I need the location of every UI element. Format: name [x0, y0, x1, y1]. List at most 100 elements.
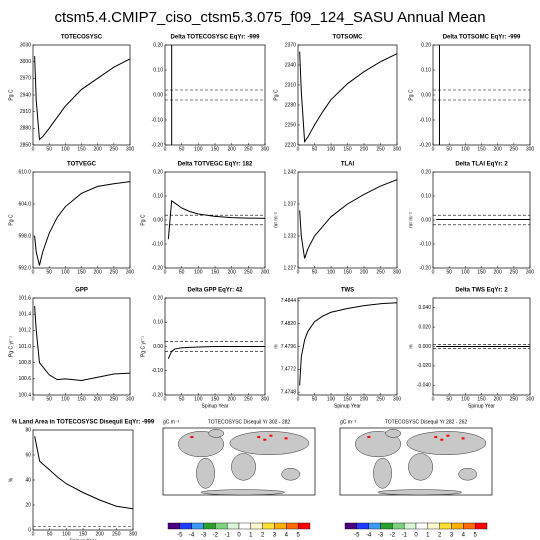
land: [281, 468, 300, 481]
x-tick-label: 300: [261, 396, 270, 402]
land: [385, 429, 402, 438]
panel-title: Delta TOTECOSYSC EqYr: -999: [171, 35, 261, 41]
hotspot: [440, 438, 444, 441]
y-tick-label: -0.020: [417, 363, 431, 369]
y-tick-label: -0.10: [152, 368, 164, 374]
x-tick-label: 100: [61, 396, 70, 402]
x-tick-label: 100: [194, 146, 203, 152]
x-tick-label: 200: [493, 146, 502, 152]
y-tick-label: 2370: [285, 42, 296, 48]
x-tick-label: 150: [343, 269, 352, 275]
y-tick-label: 0.20: [153, 42, 163, 48]
y-axis-label: m: [273, 344, 279, 348]
colorbar-cell: [215, 522, 228, 530]
colorbar-cell: [474, 522, 488, 530]
line-series: [167, 346, 265, 359]
y-axis-label: Pg C yr⁻¹: [140, 336, 146, 357]
colorbar-cell: [238, 522, 252, 530]
x-tick-label: 100: [194, 269, 203, 275]
axes-frame: [432, 44, 531, 146]
hotspot: [284, 437, 288, 440]
x-tick-label: 150: [77, 146, 86, 152]
y-tick-label: 2880: [20, 126, 31, 132]
y-axis-label: m² m⁻²: [408, 212, 414, 228]
figure-title: ctsm5.4.CMIP7_ciso_ctsm5.3.075_f09_124_S…: [54, 9, 485, 26]
y-tick-label: 1.242: [283, 169, 296, 175]
x-tick-label: 300: [393, 146, 402, 152]
x-tick-label: 50: [312, 396, 318, 402]
x-tick-label: 300: [129, 531, 138, 537]
colorbar-cell: [415, 522, 429, 530]
x-tick-label: 50: [446, 396, 452, 402]
axes-frame: [297, 44, 398, 146]
x-tick-label: 250: [376, 146, 385, 152]
x-tick-label: 0: [164, 269, 167, 275]
y-tick-label: 598.0: [18, 233, 31, 239]
y-tick-label: 7.4772: [281, 367, 297, 373]
x-tick-label: 50: [179, 269, 185, 275]
x-tick-label: 100: [327, 396, 336, 402]
x-tick-label: 100: [461, 396, 470, 402]
x-tick-label: 100: [327, 269, 336, 275]
y-tick-label: 40: [25, 477, 31, 483]
axes-frame: [297, 171, 398, 269]
x-tick-label: 200: [93, 396, 102, 402]
y-tick-label: 2940: [20, 92, 31, 98]
land: [177, 431, 224, 458]
x-tick-label: 200: [93, 146, 102, 152]
land: [373, 457, 392, 489]
axes-frame: [164, 44, 266, 146]
x-tick-label: 100: [461, 146, 470, 152]
colorbar-cell: [203, 522, 216, 530]
colorbar-cell: [167, 522, 181, 530]
panel-title: GPP: [75, 288, 88, 294]
colorbar-label: -2: [213, 533, 219, 539]
x-tick-label: 150: [477, 269, 486, 275]
hotspot: [190, 436, 194, 439]
panel-title: TOTSOMC: [333, 35, 364, 41]
x-axis-label: Spinup Year: [70, 538, 97, 540]
map-units: gC m⁻²: [163, 419, 180, 425]
colorbar-cell: [344, 522, 358, 530]
y-tick-label: 3000: [20, 59, 31, 65]
y-tick-label: 1.232: [283, 233, 296, 239]
y-tick-label: 2280: [285, 102, 296, 108]
x-tick-label: 100: [194, 396, 203, 402]
x-tick-label: 250: [244, 269, 253, 275]
colorbar-label: -2: [390, 533, 396, 539]
land: [196, 457, 215, 489]
axes-frame: [297, 297, 398, 396]
colorbar-cell: [380, 522, 393, 530]
line-series: [167, 199, 265, 240]
x-tick-label: 250: [244, 146, 253, 152]
x-tick-label: 0: [432, 269, 435, 275]
y-axis-label: Pg C: [273, 89, 279, 101]
land: [200, 489, 285, 496]
land: [231, 453, 256, 481]
x-tick-label: 300: [393, 269, 402, 275]
y-tick-label: 0.10: [153, 67, 163, 73]
hotspot: [446, 434, 450, 437]
y-tick-label: 604.0: [18, 201, 31, 207]
colorbar-label: 1: [426, 533, 430, 539]
x-tick-label: 0: [432, 396, 435, 402]
colorbar-cell: [427, 522, 440, 530]
panel-title: TOTVEGC: [67, 162, 97, 168]
colorbar-label: -3: [201, 533, 207, 539]
x-tick-label: 250: [244, 396, 253, 402]
y-tick-label: 2340: [285, 62, 296, 68]
x-tick-label: 50: [446, 269, 452, 275]
panel-title: TOTECOSYSC Disequil Yr 282 - 262: [385, 419, 468, 425]
x-tick-label: 50: [312, 269, 318, 275]
x-tick-label: 0: [432, 146, 435, 152]
colorbar-cell: [439, 522, 452, 530]
line-series: [34, 436, 133, 510]
y-axis-label: m: [408, 344, 414, 348]
y-tick-label: 0.20: [421, 42, 431, 48]
x-tick-label: 250: [110, 146, 119, 152]
y-tick-label: 60: [25, 452, 31, 458]
y-tick-label: 2850: [20, 142, 31, 148]
x-tick-label: 100: [461, 269, 470, 275]
y-axis-label: Pg C: [408, 89, 414, 101]
x-tick-label: 250: [112, 531, 121, 537]
